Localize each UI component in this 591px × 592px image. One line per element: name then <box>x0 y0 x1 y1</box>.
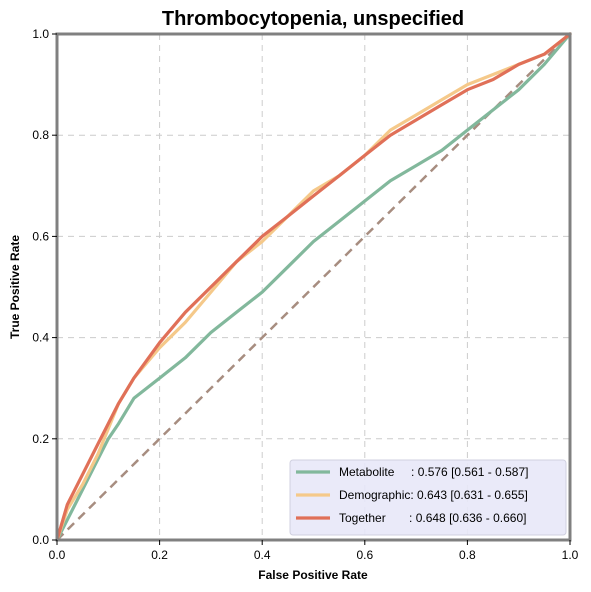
chart-title: Thrombocytopenia, unspecified <box>162 8 464 30</box>
legend-label-together: Together : 0.648 [0.636 - 0.660] <box>339 511 526 525</box>
x-tick-label: 1.0 <box>562 548 579 562</box>
y-tick-label: 0.6 <box>32 229 49 243</box>
legend-label-demographic: Demographic: 0.643 [0.631 - 0.655] <box>339 488 528 502</box>
x-tick-label: 0.0 <box>49 548 66 562</box>
x-axis-label: False Positive Rate <box>258 568 368 582</box>
x-tick-label: 0.6 <box>356 548 373 562</box>
x-tick-label: 0.8 <box>459 548 476 562</box>
y-tick-label: 0.0 <box>32 533 49 547</box>
y-tick-label: 0.4 <box>32 331 49 345</box>
y-tick-label: 0.2 <box>32 432 49 446</box>
x-tick-label: 0.2 <box>151 548 168 562</box>
x-axis-ticks: 0.0 0.2 0.4 0.6 0.8 1.0 <box>49 540 579 562</box>
y-tick-label: 1.0 <box>32 27 49 41</box>
legend: Metabolite : 0.576 [0.561 - 0.587] Demogr… <box>290 460 566 535</box>
y-axis-label: True Positive Rate <box>8 235 22 339</box>
legend-label-metabolite: Metabolite : 0.576 [0.561 - 0.587] <box>339 465 528 479</box>
x-tick-label: 0.4 <box>254 548 271 562</box>
y-axis-ticks: 0.0 0.2 0.4 0.6 0.8 1.0 <box>32 27 57 547</box>
y-tick-label: 0.8 <box>32 128 49 142</box>
